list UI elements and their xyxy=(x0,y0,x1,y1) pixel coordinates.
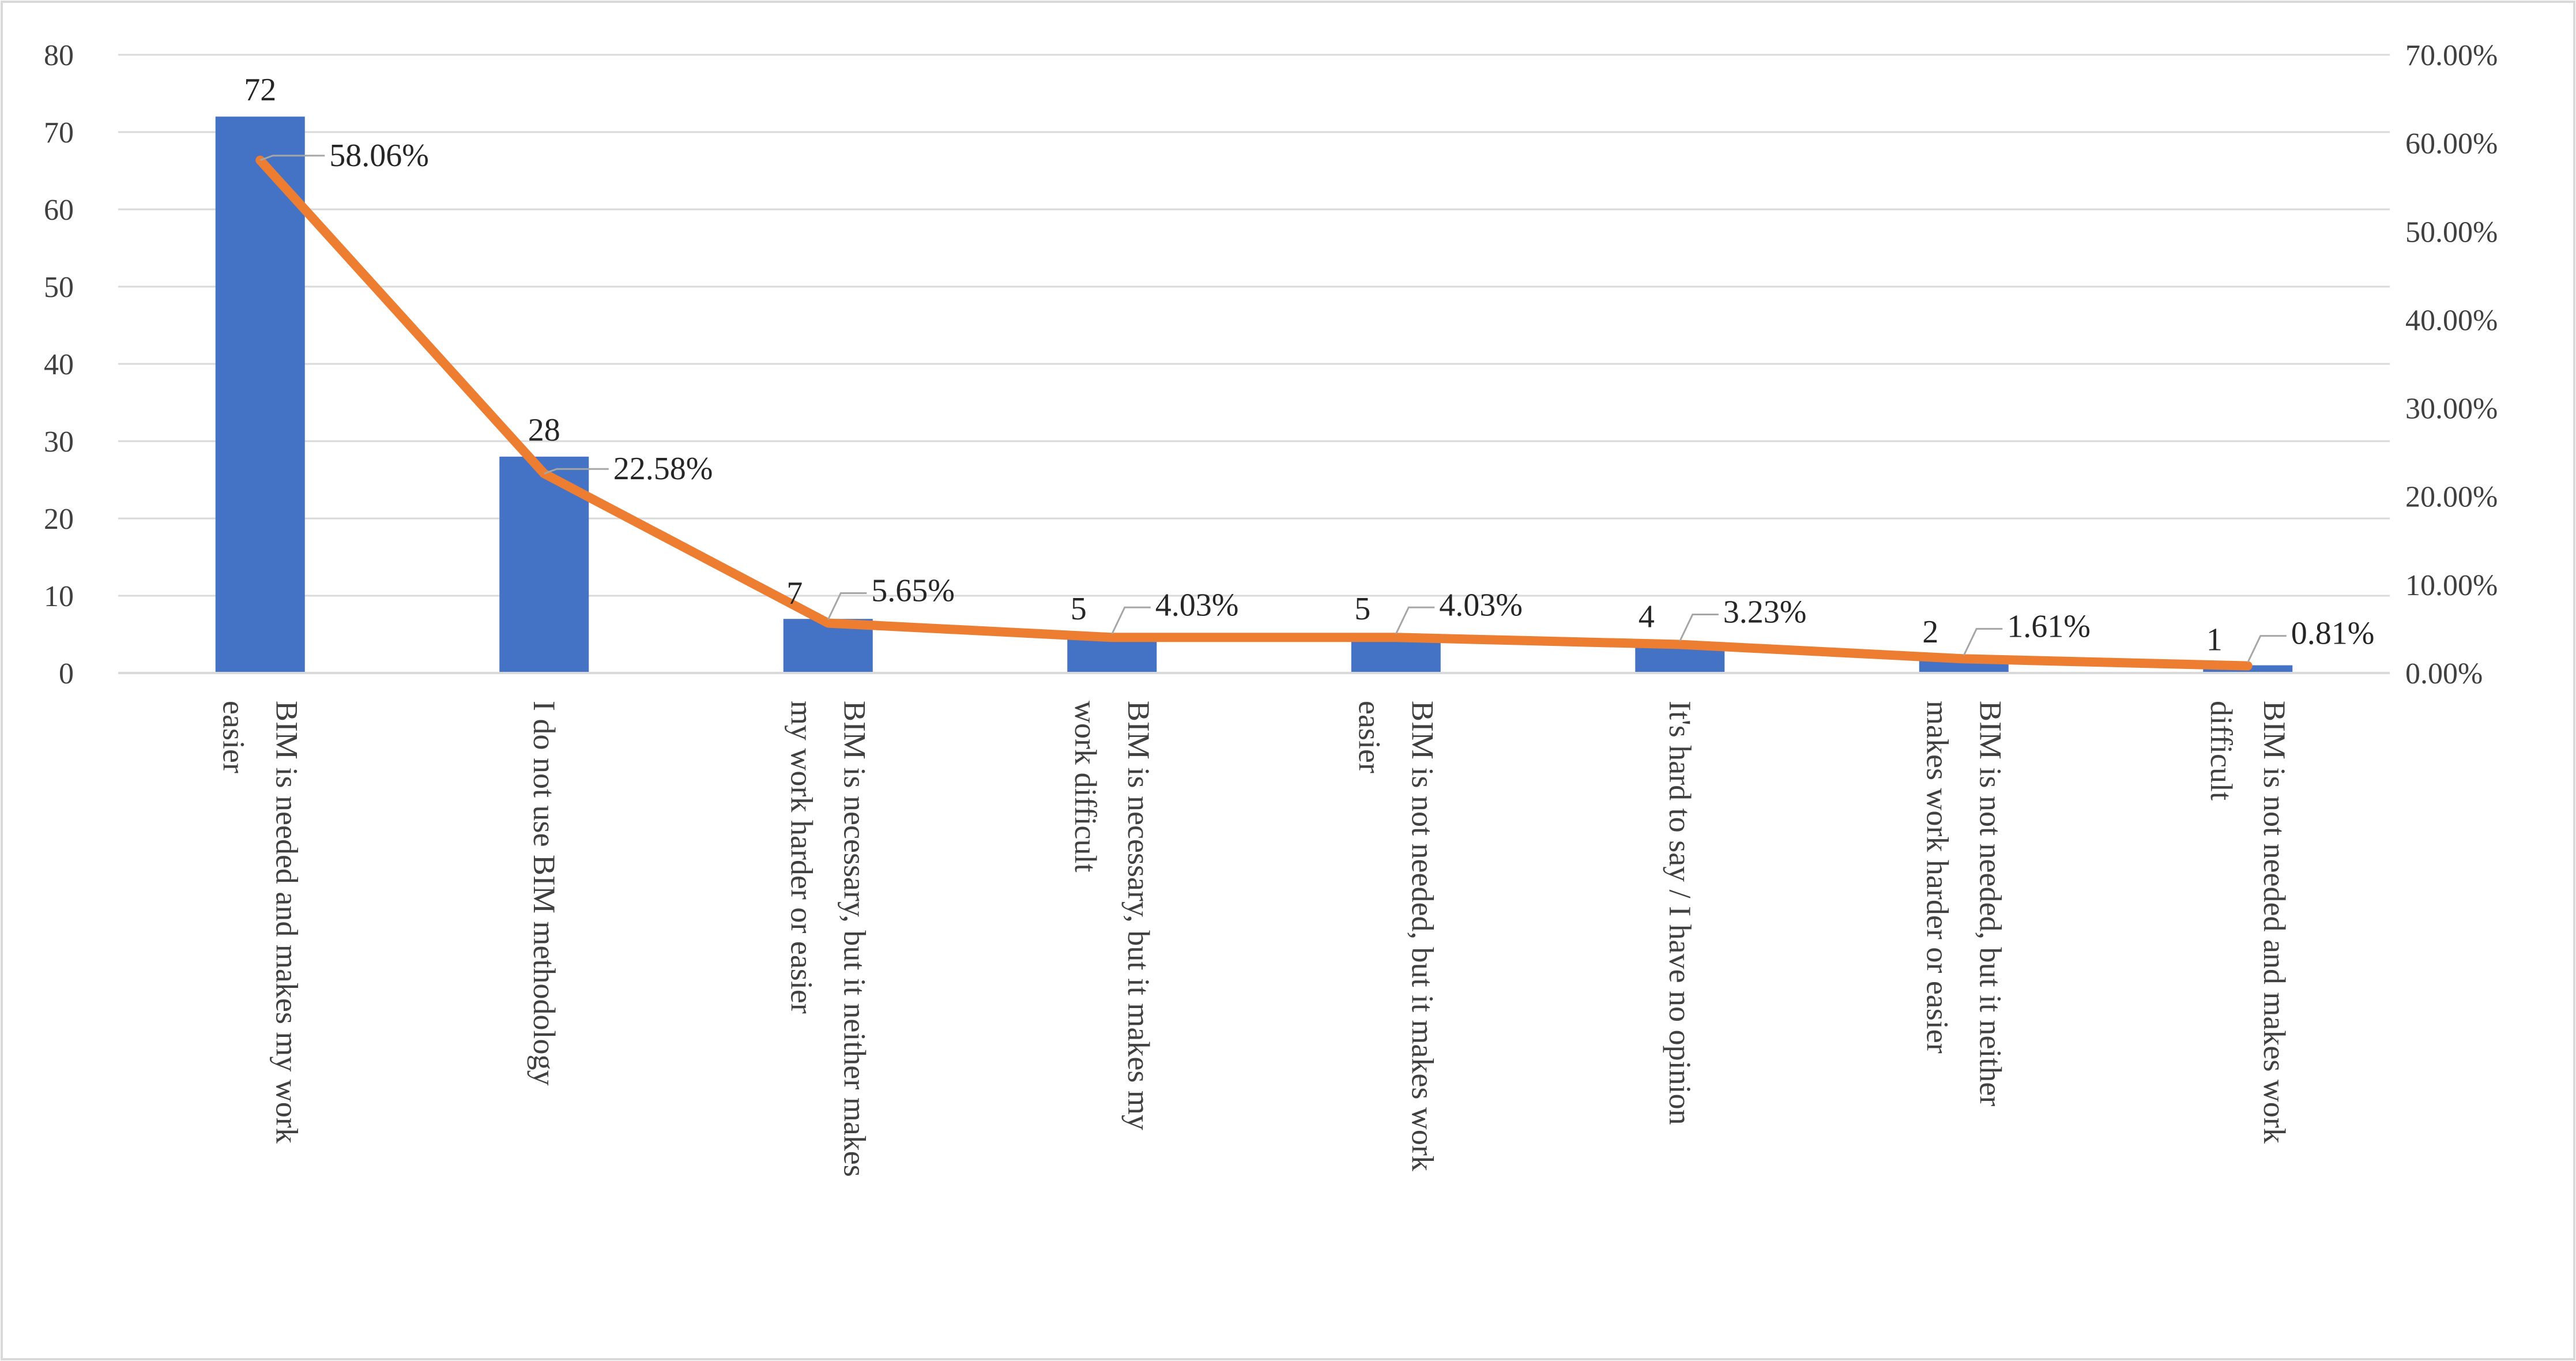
line-value-label: 4.03% xyxy=(1439,587,1523,623)
category-label: easier xyxy=(1352,701,1387,773)
bar-value-label: 5 xyxy=(1354,591,1370,627)
leader-line xyxy=(827,592,867,621)
y2-tick-label: 50.00% xyxy=(2405,216,2498,249)
category-label: BIM is not needed, but it makes work xyxy=(1405,701,1440,1171)
bar-value-label: 2 xyxy=(1922,614,1938,650)
leader-line xyxy=(544,468,609,475)
tick-labels: 0 10 20 30 40 50 60 70 80 0.00% 10.00% 20.00% 30.00%… xyxy=(44,39,2498,690)
bar xyxy=(215,116,305,673)
category-labels: BIM is needed and makes my work easier I d… xyxy=(216,701,2292,1177)
bar-series xyxy=(215,116,2293,673)
line-value-label: 0.81% xyxy=(2291,616,2375,652)
y-tick-label: 30 xyxy=(44,426,74,458)
category-label: my work harder or easier xyxy=(784,701,819,1014)
leader-line xyxy=(1395,606,1435,634)
line-value-label: 4.03% xyxy=(1155,587,1239,623)
bar-value-label: 72 xyxy=(244,72,276,108)
category-label: BIM is not needed, but it neither xyxy=(1973,701,2008,1106)
y2-tick-label: 40.00% xyxy=(2405,304,2498,337)
gridlines xyxy=(118,54,2390,597)
line-series xyxy=(255,155,2253,671)
y-tick-label: 20 xyxy=(44,503,74,536)
bar-value-label: 1 xyxy=(2206,622,2223,658)
bar-value-label: 7 xyxy=(786,576,803,611)
y2-tick-label: 30.00% xyxy=(2405,393,2498,426)
y-tick-label: 60 xyxy=(44,194,74,227)
y2-tick-label: 60.00% xyxy=(2405,127,2498,160)
bar-value-label: 28 xyxy=(528,412,560,448)
category-label: BIM is necessary, but it neither makes xyxy=(837,701,872,1177)
y2-tick-label: 0.00% xyxy=(2405,657,2483,690)
leader-line xyxy=(1111,606,1151,634)
line-value-label: 5.65% xyxy=(871,573,955,608)
leader-line xyxy=(1679,614,1719,642)
category-label: It's hard to say / I have no opinion xyxy=(1663,701,1697,1125)
y-tick-label: 70 xyxy=(44,116,74,149)
line-value-label: 22.58% xyxy=(613,451,713,487)
category-label: makes work harder or easier xyxy=(1920,701,1954,1054)
bar-value-label: 4 xyxy=(1639,599,1655,634)
category-label: BIM is needed and makes my work xyxy=(269,701,304,1144)
y-tick-label: 40 xyxy=(44,348,74,381)
category-label: easier xyxy=(216,701,251,773)
y-tick-label: 10 xyxy=(44,580,74,613)
category-label: BIM is not needed and makes work xyxy=(2257,701,2292,1144)
leader-lines xyxy=(259,155,2287,663)
line-value-label: 58.06% xyxy=(329,138,429,174)
y-tick-label: 50 xyxy=(44,271,74,304)
category-label: BIM is necessary, but it makes my xyxy=(1121,701,1156,1130)
category-label: I do not use BIM methodology xyxy=(527,701,562,1085)
leader-line xyxy=(259,155,325,161)
y2-tick-label: 10.00% xyxy=(2405,569,2498,602)
category-label: work difficult xyxy=(1068,701,1103,872)
share-line xyxy=(255,155,2253,671)
category-label: difficult xyxy=(2204,701,2239,800)
leader-line xyxy=(2247,635,2287,663)
line-value-label: 1.61% xyxy=(2007,608,2091,644)
y-tick-label: 80 xyxy=(44,39,74,72)
line-value-label: 3.23% xyxy=(1723,595,1807,630)
data-labels: 72 28 7 5 5 4 2 1 58.06% 22.58% 5.65% 4.03% 4.03% 3.2… xyxy=(244,72,2374,657)
bar-value-label: 5 xyxy=(1071,591,1087,627)
leader-line xyxy=(1963,627,2003,656)
y2-tick-label: 20.00% xyxy=(2405,481,2498,514)
y2-tick-label: 70.00% xyxy=(2405,39,2498,72)
y-tick-label: 0 xyxy=(59,657,74,690)
